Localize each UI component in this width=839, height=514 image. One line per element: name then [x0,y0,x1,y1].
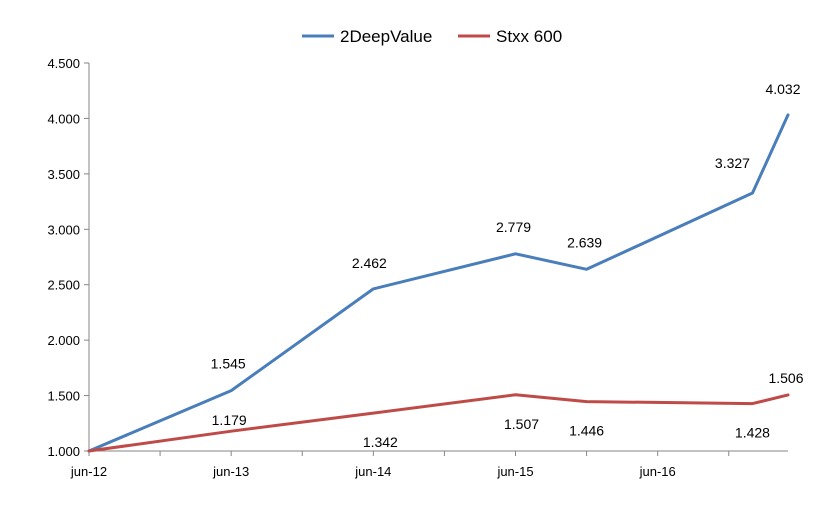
y-tick-label: 2.000 [47,333,80,348]
series-lines [87,113,790,453]
data-label: 1.545 [211,356,246,372]
x-tick-label: jun-12 [70,464,107,479]
y-tick-label: 4.000 [47,111,80,126]
data-label: 1.428 [735,425,770,441]
data-label: 2.639 [567,234,602,250]
legend: 2DeepValue Stxx 600 [302,27,562,46]
series-line-deepvalue [87,113,790,453]
x-tick-label: jun-13 [212,464,249,479]
data-label: 2.462 [352,255,387,271]
y-tick-label: 3.500 [47,167,80,182]
data-labels: 1.545 2.462 2.779 2.639 3.327 4.032 1.179 1.342… [211,81,804,450]
x-tick-label: jun-15 [496,464,533,479]
data-label: 1.506 [768,370,803,386]
data-label: 4.032 [765,81,800,97]
data-label: 1.507 [504,416,539,432]
data-label: 1.446 [569,423,604,439]
data-label: 1.342 [363,434,398,450]
legend-label: 2DeepValue [340,27,432,46]
y-tick-label: 3.000 [47,222,80,237]
y-tick-label: 1.000 [47,444,80,459]
y-tick-label: 1.500 [47,389,80,404]
x-tick-label: jun-16 [639,464,676,479]
data-label: 2.779 [496,219,531,235]
legend-label: Stxx 600 [496,27,562,46]
x-tick-label: jun-14 [354,464,391,479]
y-tick-label: 2.500 [47,278,80,293]
y-tick-label: 4.500 [47,56,80,71]
data-label: 3.327 [715,155,750,171]
axes: 1.000 1.500 2.000 2.500 3.000 3.500 4.000 4.500… [47,56,788,479]
data-label: 1.179 [212,412,247,428]
series-line-stxx600 [87,393,790,453]
